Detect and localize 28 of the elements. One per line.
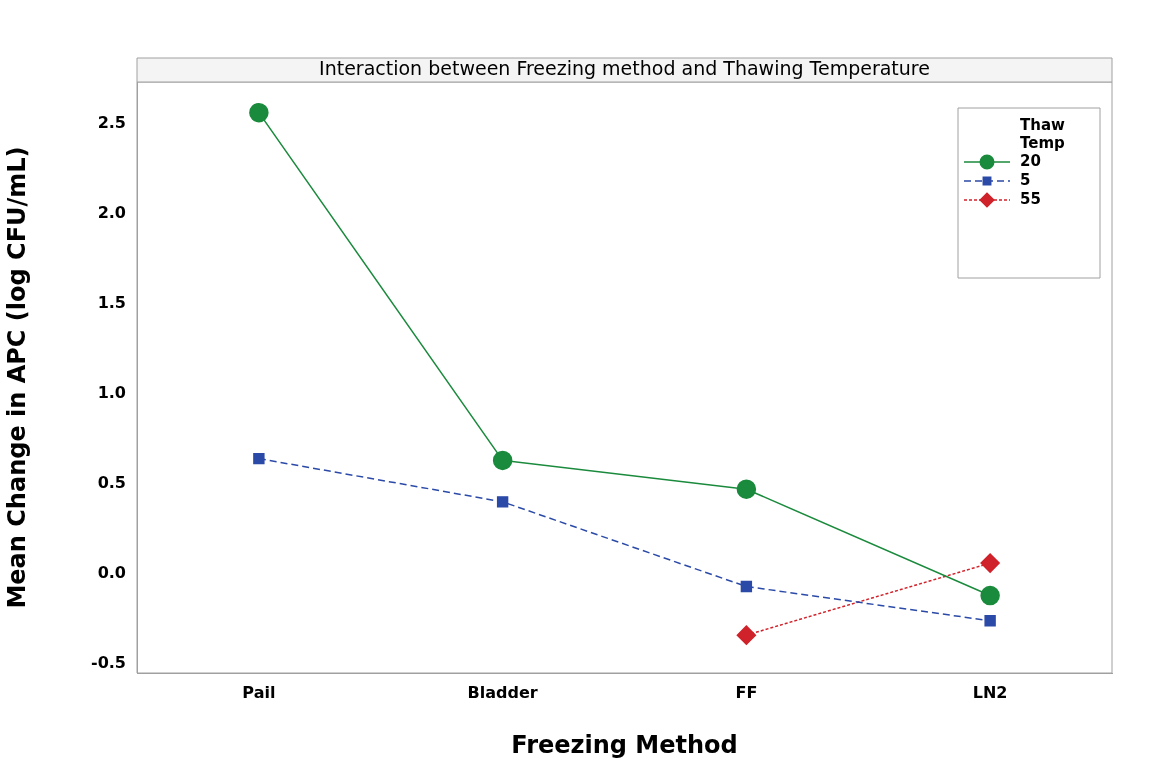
- legend-label: 5: [1020, 170, 1031, 189]
- point: [736, 479, 757, 499]
- legend-title: Thaw Temp: [1020, 115, 1066, 152]
- y-axis-title: Mean Change in APC (log CFU/mL): [2, 146, 31, 609]
- point: [253, 452, 265, 465]
- chart-title: Interaction between Freezing method and Thawing Temperature: [319, 56, 930, 79]
- point: [984, 615, 996, 627]
- x-tick-label: Pail: [242, 682, 276, 702]
- x-axis-title: Freezing Method: [511, 730, 738, 759]
- y-tick-label: 2.0: [97, 202, 126, 222]
- x-tick-label: LN2: [972, 682, 1008, 702]
- y-tick-label: 1.0: [97, 382, 126, 402]
- y-tick-label: 2.5: [97, 112, 126, 132]
- legend-label: 20: [1020, 151, 1041, 170]
- point: [496, 496, 509, 508]
- y-tick-label: 0.5: [97, 472, 126, 492]
- x-tick-label: Bladder: [467, 682, 538, 702]
- point: [736, 625, 757, 645]
- y-tick-label: -0.5: [91, 653, 126, 673]
- y-tick-label: 1.5: [97, 292, 126, 312]
- legend-label: 55: [1020, 189, 1041, 208]
- point: [980, 585, 1000, 606]
- x-tick-label: FF: [735, 682, 758, 702]
- point: [740, 580, 753, 593]
- point: [249, 102, 269, 123]
- point: [980, 553, 1000, 573]
- point: [492, 450, 513, 471]
- y-tick-label: 0.0: [97, 563, 126, 583]
